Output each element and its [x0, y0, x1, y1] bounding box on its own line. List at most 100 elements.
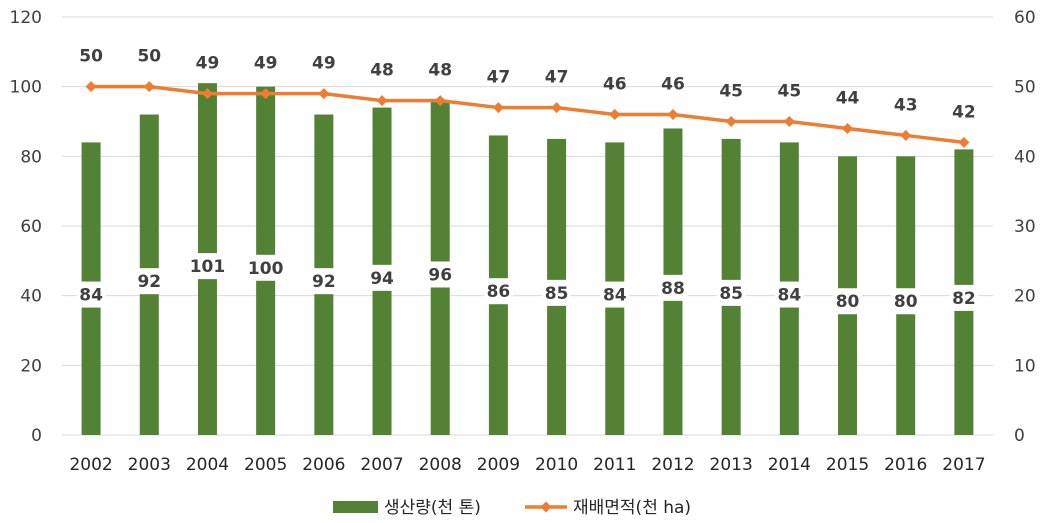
line-point — [434, 95, 446, 107]
y-right-tick-label: 30 — [1014, 217, 1036, 237]
line-data-label: 42 — [952, 102, 976, 122]
line-data-label: 50 — [79, 47, 103, 67]
bar-data-label: 86 — [487, 282, 511, 302]
bar-data-label: 84 — [778, 286, 802, 306]
bar-data-label: 84 — [79, 286, 103, 306]
bar-label-bg — [425, 261, 455, 288]
line-point — [85, 81, 97, 93]
legend-swatch-bar — [333, 501, 378, 513]
line-point — [376, 95, 388, 107]
line-series — [85, 81, 970, 148]
line-path — [91, 84, 965, 145]
line-data-label: 47 — [545, 68, 569, 88]
y-right-tick-label: 40 — [1014, 147, 1036, 167]
x-tick-label: 2006 — [302, 455, 345, 475]
line-point — [783, 116, 795, 127]
y-right-tick-label: 60 — [1014, 8, 1036, 28]
x-tick-label: 2016 — [884, 455, 927, 475]
bar-label-bg — [658, 274, 688, 301]
bar-data-label: 101 — [190, 257, 226, 277]
line-point — [318, 88, 330, 100]
line-data-label: 49 — [196, 54, 220, 74]
y-left-tick-label: 100 — [10, 78, 42, 98]
x-tick-label: 2005 — [244, 455, 287, 475]
axes: 0 20 40 60 80 100 120 0 10 20 30 40 50 60 2002 2003 2004… — [10, 8, 1036, 475]
bar-data-label: 85 — [545, 284, 569, 304]
line-point — [900, 129, 912, 141]
bar-label-bg — [600, 281, 630, 308]
x-tick-label: 2004 — [186, 455, 229, 475]
x-tick-label: 2011 — [593, 455, 636, 475]
line-data-label: 50 — [137, 47, 161, 67]
line-point — [260, 88, 272, 100]
bar-data-label: 96 — [428, 265, 452, 285]
bar-label-bg — [716, 279, 746, 306]
gridlines — [62, 16, 993, 436]
bar-data-label: 100 — [248, 259, 284, 279]
x-tick-label: 2003 — [128, 455, 171, 475]
line-data-label: 43 — [894, 95, 918, 115]
x-tick-label: 2010 — [535, 455, 578, 475]
y-right-tick-label: 10 — [1014, 356, 1036, 376]
x-tick-label: 2014 — [768, 455, 811, 475]
x-tick-label: 2008 — [419, 455, 462, 475]
x-tick-label: 2002 — [69, 455, 112, 475]
line-point — [143, 81, 155, 93]
x-tick-label: 2009 — [477, 455, 520, 475]
y-left-tick-label: 40 — [20, 287, 42, 307]
bar-label-bg — [309, 268, 339, 295]
bar-data-label: 85 — [719, 284, 743, 304]
bar-label-bg — [245, 254, 286, 281]
y-left-tick-label: 80 — [20, 147, 42, 167]
bar-label-bg — [76, 281, 106, 308]
line-data-label: 45 — [778, 82, 802, 102]
y-left-tick-label: 120 — [10, 8, 42, 28]
y-left-tick-label: 60 — [20, 217, 42, 237]
line-data-label: 46 — [661, 75, 685, 95]
legend-marker — [540, 501, 552, 513]
bar-label-bg — [134, 268, 164, 295]
bar-data-label: 92 — [312, 272, 336, 292]
bar-label-bg — [833, 288, 863, 315]
x-tick-label: 2015 — [826, 455, 869, 475]
y-right-tick-label: 0 — [1014, 426, 1025, 446]
line-point — [492, 102, 504, 114]
y-left-tick-label: 0 — [31, 426, 42, 446]
line-data-label: 49 — [254, 54, 278, 74]
line-point — [842, 122, 854, 134]
line-point — [551, 102, 563, 114]
legend-label-line: 재배면적(천 ha) — [573, 498, 691, 518]
bar-data-label: 92 — [137, 272, 161, 292]
line-data-label: 48 — [370, 61, 394, 81]
data-labels: 84 92 101 100 92 94 96 86 85 84 88 85 84 80 80 82 50 50 49… — [76, 47, 979, 315]
line-data-label: 45 — [719, 82, 743, 102]
y-right-tick-label: 50 — [1014, 78, 1036, 98]
y-right-tick-label: 20 — [1014, 287, 1036, 307]
line-point — [958, 136, 970, 148]
bar-label-bg — [774, 281, 804, 308]
bar-label-bg — [891, 288, 921, 315]
y-left-tick-label: 20 — [20, 356, 42, 376]
x-tick-label: 2017 — [942, 455, 985, 475]
bar-label-bg — [187, 253, 228, 280]
x-tick-label: 2012 — [651, 455, 694, 475]
line-data-label: 48 — [428, 61, 452, 81]
line-data-label: 44 — [836, 88, 860, 108]
bar-label-bg — [483, 278, 513, 305]
line-data-label: 46 — [603, 75, 627, 95]
line-point — [201, 88, 213, 100]
bar-data-label: 94 — [370, 269, 394, 289]
bar-data-label: 82 — [952, 289, 976, 309]
line-data-label: 49 — [312, 54, 336, 74]
bar-data-label: 80 — [836, 292, 860, 312]
line-point — [609, 109, 621, 121]
legend: 생산량(천 톤) 재배면적(천 ha) — [333, 498, 691, 518]
x-tick-label: 2013 — [710, 455, 753, 475]
legend-label-bar: 생산량(천 톤) — [384, 498, 481, 518]
bar-label-bg — [542, 279, 572, 306]
bar-data-label: 88 — [661, 279, 685, 299]
bar-data-label: 84 — [603, 286, 627, 306]
bar-label-bg — [367, 264, 397, 291]
